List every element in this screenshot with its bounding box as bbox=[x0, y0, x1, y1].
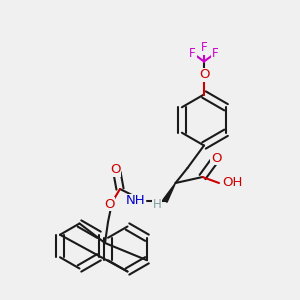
Text: F: F bbox=[212, 46, 219, 60]
Text: O: O bbox=[199, 68, 209, 82]
Text: NH: NH bbox=[126, 194, 146, 208]
Text: F: F bbox=[201, 41, 207, 55]
Text: O: O bbox=[104, 197, 115, 211]
Text: O: O bbox=[211, 152, 221, 165]
Text: H: H bbox=[153, 198, 162, 211]
Text: F: F bbox=[189, 46, 196, 60]
Text: O: O bbox=[110, 163, 121, 176]
Polygon shape bbox=[163, 183, 175, 202]
Text: OH: OH bbox=[222, 176, 242, 190]
